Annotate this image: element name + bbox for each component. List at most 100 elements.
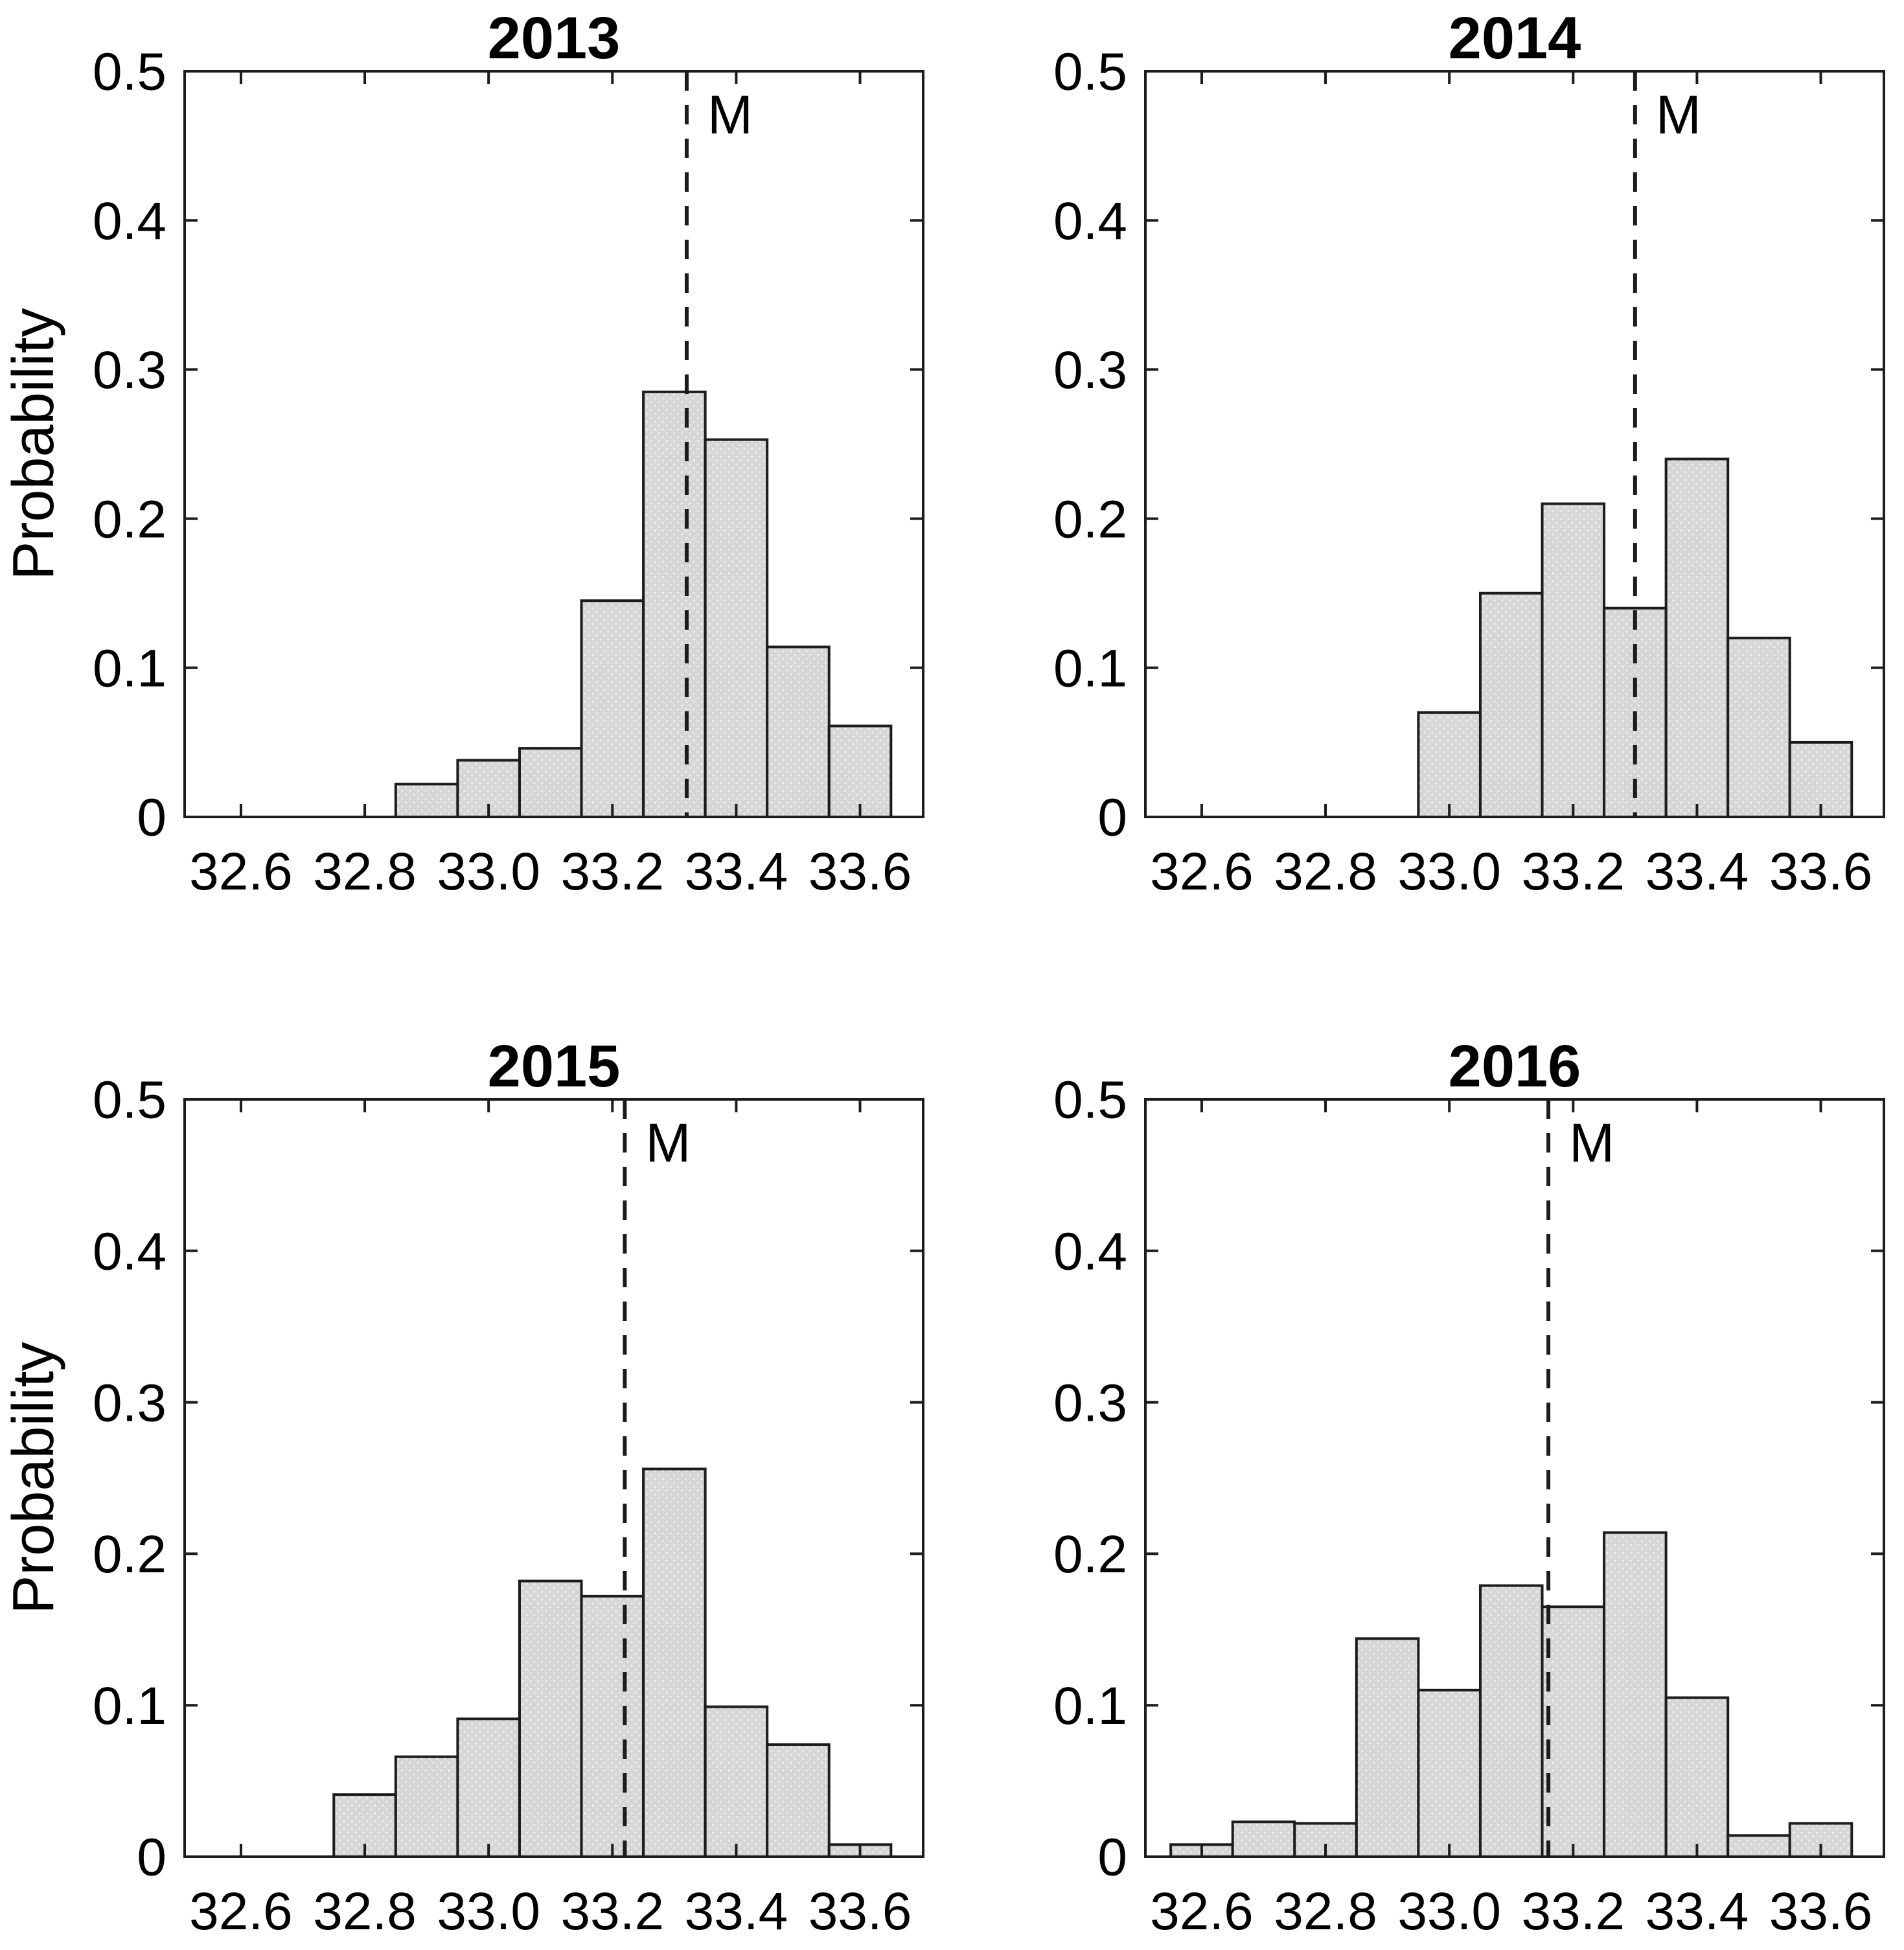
axis-ticks: [1145, 70, 1884, 818]
histogram-bar: [1541, 1605, 1606, 1858]
plot-title: 2015: [488, 1033, 621, 1099]
x-tick-label: 32.8: [313, 1882, 417, 1941]
histogram-bar: [580, 1594, 645, 1858]
histogram-bar: [1541, 502, 1606, 819]
y-tick-label: 0.5: [93, 43, 166, 102]
axis-ticks: [185, 1098, 923, 1858]
histogram-bar: [456, 1717, 521, 1858]
histogram-bar: [518, 1579, 583, 1858]
x-tick-label: 33.4: [685, 842, 788, 901]
x-tick-label: 33.6: [809, 842, 912, 901]
axes-box: [183, 70, 924, 818]
axis-ticks: [185, 70, 923, 818]
y-tick-label: 0.4: [93, 192, 166, 251]
histogram-bar: [642, 390, 707, 818]
histogram-bar: [1478, 591, 1544, 818]
histogram-bar: [1664, 457, 1730, 818]
histogram-bar: [394, 1755, 459, 1858]
y-tick-label: 0.2: [1053, 490, 1127, 549]
median-marker-label: M: [707, 84, 753, 145]
y-tick-label: 0.1: [1053, 639, 1127, 698]
x-tick-label: 32.6: [189, 1882, 293, 1941]
histogram-bar: [1417, 1688, 1482, 1859]
y-tick-label: 0.1: [93, 639, 166, 698]
x-tick-label: 33.0: [437, 842, 540, 901]
subplot-2016: M 32.6 32.8 33.0 33.2 33.4 33.6 0 0.1 0.2 0.3 0.4 0.…: [1053, 1033, 1885, 1941]
median-marker-label: M: [645, 1112, 691, 1173]
histogram-bar: [1726, 1834, 1791, 1859]
y-tick-label: 0.3: [93, 1373, 166, 1432]
subplot-2015: M 32.6 32.8 33.0 33.2 33.4 33.6 0 0.1 0.2 0.3 0.4 0.…: [1, 1033, 924, 1941]
histogram-bar: [394, 783, 459, 818]
histogram-bar: [1726, 636, 1791, 818]
y-tick-label: 0.1: [1053, 1677, 1127, 1736]
x-tick-label: 33.2: [1521, 842, 1625, 901]
y-axis-label: Probability: [1, 1342, 66, 1614]
y-tick-label: 0: [137, 788, 166, 847]
axes-box: [1144, 1098, 1885, 1858]
axes-box: [1144, 70, 1885, 818]
histogram-bar: [766, 1743, 831, 1859]
histogram-bar: [1417, 711, 1482, 818]
y-tick-label: 0.3: [1053, 341, 1127, 400]
y-tick-label: 0.2: [93, 490, 166, 549]
histogram-bar: [580, 599, 645, 819]
median-marker-label: M: [1569, 1112, 1614, 1173]
histogram-bars: [1169, 1531, 1853, 1859]
histogram-bar: [1355, 1637, 1420, 1858]
histogram-bar: [518, 747, 583, 819]
histogram-bars: [394, 390, 893, 819]
x-tick-label: 32.6: [1150, 842, 1254, 901]
x-tick-label: 33.4: [1646, 1882, 1749, 1941]
x-tick-label: 33.0: [1397, 1882, 1501, 1941]
histogram-bar: [642, 1467, 707, 1858]
x-tick-label: 33.4: [685, 1882, 788, 1941]
histogram-bars: [332, 1467, 893, 1859]
subplot-2014: M 32.6 32.8 33.0 33.2 33.4 33.6 0 0.1 0.2 0.3 0.4 0.…: [1053, 5, 1885, 901]
plot-title: 2013: [488, 5, 621, 71]
histogram-bar: [704, 1705, 769, 1859]
y-tick-label: 0.5: [93, 1071, 166, 1130]
x-tick-label: 32.6: [1150, 1882, 1254, 1941]
plot-title: 2014: [1449, 5, 1581, 71]
y-tick-label: 0.1: [93, 1677, 166, 1736]
histogram-bar: [827, 724, 893, 818]
y-tick-label: 0.2: [93, 1525, 166, 1584]
x-tick-label: 33.0: [437, 1882, 540, 1941]
y-axis-label: Probability: [1, 308, 66, 580]
y-tick-label: 0.5: [1053, 1071, 1127, 1130]
plot-title: 2016: [1449, 1033, 1581, 1099]
axes-box: [183, 1098, 924, 1858]
y-tick-label: 0.4: [93, 1222, 166, 1281]
y-tick-label: 0: [1097, 788, 1127, 847]
histogram-bar: [766, 645, 831, 819]
median-marker-label: M: [1656, 84, 1701, 145]
x-tick-label: 33.2: [1521, 1882, 1625, 1941]
y-tick-label: 0.3: [1053, 1373, 1127, 1432]
histogram-bar: [1664, 1696, 1730, 1859]
x-tick-label: 32.8: [313, 842, 417, 901]
y-tick-label: 0.4: [1053, 1222, 1127, 1281]
x-tick-label: 33.4: [1646, 842, 1749, 901]
y-tick-label: 0: [137, 1828, 166, 1887]
histogram-bar: [1478, 1584, 1544, 1859]
axis-ticks: [1145, 1098, 1884, 1858]
histogram-bar: [704, 438, 769, 818]
y-tick-label: 0.4: [1053, 192, 1127, 251]
x-tick-label: 32.6: [189, 842, 293, 901]
x-tick-label: 33.6: [1769, 842, 1873, 901]
x-tick-label: 32.8: [1274, 842, 1377, 901]
x-tick-label: 33.6: [1769, 1882, 1873, 1941]
y-tick-label: 0.3: [93, 341, 166, 400]
x-tick-label: 33.2: [560, 842, 664, 901]
histogram-bar: [1603, 1531, 1668, 1858]
y-tick-label: 0.5: [1053, 43, 1127, 102]
subplot-2013: M 32.6 32.8 33.0 33.2 33.4 33.6 0 0.1 0.2 0.3 0.4 0.…: [1, 5, 924, 901]
histogram-bar: [1231, 1820, 1296, 1859]
y-tick-label: 0.2: [1053, 1525, 1127, 1584]
x-tick-label: 33.0: [1397, 842, 1501, 901]
x-tick-label: 33.6: [809, 1882, 912, 1941]
y-tick-label: 0: [1097, 1828, 1127, 1887]
